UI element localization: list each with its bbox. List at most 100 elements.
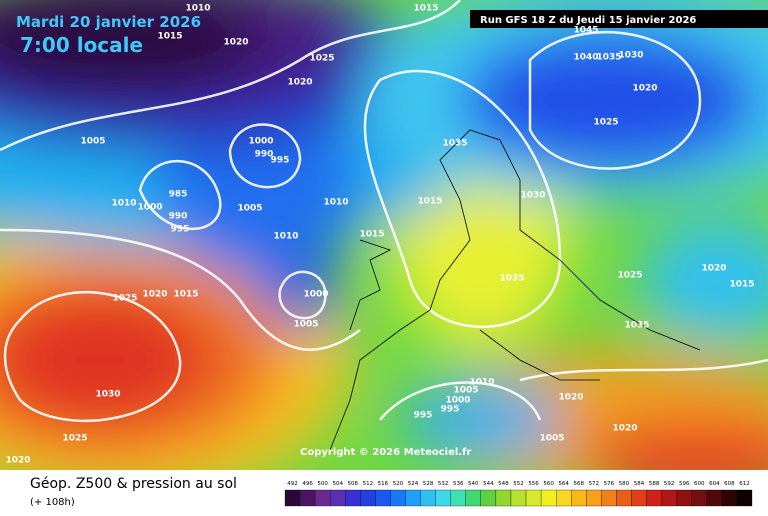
isobar-label: 1000 [303,290,328,300]
isobar-label: 1030 [520,191,545,201]
scale-swatch [736,489,753,507]
scale-swatch [661,489,677,507]
scale-label: 532 [438,481,449,487]
isobar-label: 1035 [499,274,524,284]
scale-label: 560 [543,481,554,487]
run-info: Run GFS 18 Z du Jeudi 15 janvier 2026 [480,15,696,26]
isobar-label: 1025 [617,271,642,281]
isobar-label: 1020 [612,424,637,434]
isobar-label: 1020 [287,78,312,88]
isobar-label: 1005 [539,434,564,444]
isobar-label: 985 [169,190,188,200]
scale-swatch [375,489,391,507]
isobar-label: 1010 [323,198,348,208]
coastlines [329,129,701,451]
scale-label: 544 [483,481,494,487]
isobar-label: 1020 [142,290,167,300]
scale-label: 576 [604,481,615,487]
scale-label: 600 [694,481,705,487]
caption-lead: (+ 108h) [30,497,75,508]
isobar-label: 1005 [453,386,478,396]
scale-swatch [345,489,361,507]
isobar-label: 1000 [137,203,162,213]
isobar-label: 1015 [413,4,438,14]
isobar-label: 1010 [469,378,494,388]
scale-swatch [631,489,647,507]
isobar-label: 1020 [558,393,583,403]
scale-label: 496 [302,481,313,487]
forecast-time: 7:00 locale [20,33,143,57]
scale-label: 568 [574,481,585,487]
scale-label: 508 [348,481,359,487]
scale-label: 608 [724,481,735,487]
scale-label: 512 [363,481,374,487]
isobar-label: 1040 [573,53,598,63]
isobar-label: 995 [171,225,190,235]
isobar-label: 1035 [442,139,467,149]
isobar-label: 1030 [95,390,120,400]
isobar-label: 1015 [157,32,182,42]
scale-label: 552 [513,481,524,487]
scale-label: 592 [664,481,675,487]
isobar-label: 1020 [5,456,30,466]
scale-swatch [360,489,376,507]
scale-label: 548 [498,481,509,487]
scale-swatch [601,489,617,507]
isobar-label: 1035 [624,321,649,331]
isobar-label: 1005 [293,320,318,330]
color-scale: 492 496 500 504 508 512 516 520 524 528 532 536 540 5… [284,481,753,507]
scale-swatch [721,489,738,507]
isobar-label: 990 [169,212,188,222]
scale-swatch [646,489,662,507]
scale-label: 580 [619,481,630,487]
scale-label: 492 [287,481,298,487]
scale-swatch [616,489,632,507]
scale-swatch [676,489,692,507]
forecast-date: Mardi 20 janvier 2026 [16,13,201,31]
copyright: Copyright © 2026 Meteociel.fr [300,447,471,458]
isobar-label: 995 [441,405,460,415]
isobar-label: 1035 [596,53,621,63]
scale-label: 516 [378,481,389,487]
scale-label: 528 [423,481,434,487]
scale-label: 500 [317,481,328,487]
isobar-label: 1015 [729,280,754,290]
run-box [470,10,768,28]
isobar-label: 1010 [111,199,136,209]
scale-swatch [540,489,557,507]
isobar-label: 1025 [62,434,87,444]
scale-swatch [330,489,346,507]
scale-swatch [405,489,421,507]
isobar-label: 1000 [248,137,273,147]
isobar-label: 995 [271,156,290,166]
isobar-label: 1030 [618,51,643,61]
scale-label: 556 [528,481,539,487]
isobar-label: 1045 [573,26,598,36]
scale-swatch [284,489,301,507]
scale-swatch [556,489,572,507]
scale-label: 604 [709,481,720,487]
isobar-label: 1005 [80,137,105,147]
isobar-label: 990 [255,150,274,160]
scale-swatch [465,489,481,507]
isobar-label: 1025 [593,118,618,128]
scale-swatch [480,489,497,507]
scale-swatch [706,489,723,507]
isobar-label: 1005 [237,204,262,214]
isobar-label: 1020 [632,84,657,94]
scale-label: 596 [679,481,690,487]
isobar-label: 1015 [173,290,198,300]
scale-swatch [420,489,436,507]
scale-label: 536 [453,481,464,487]
scale-label: 564 [558,481,569,487]
isobar-label: 1015 [417,197,442,207]
scale-swatch [450,489,466,507]
isobar-label: 995 [414,411,433,421]
isobar-label: 1010 [185,4,210,14]
scale-swatch [510,489,527,507]
scale-label: 504 [332,481,343,487]
scale-swatch [571,489,587,507]
scale-swatch [299,489,316,507]
